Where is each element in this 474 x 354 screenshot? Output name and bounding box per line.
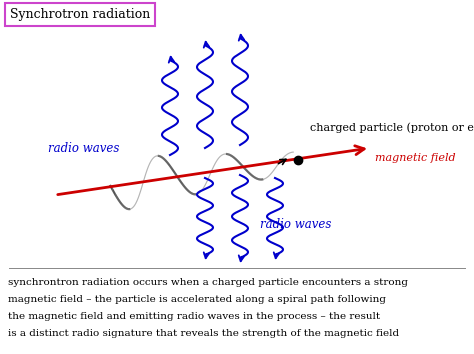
Text: radio waves: radio waves <box>260 218 331 232</box>
Text: radio waves: radio waves <box>48 142 119 154</box>
Text: the magnetic field and emitting radio waves in the process – the result: the magnetic field and emitting radio wa… <box>8 312 380 321</box>
Text: charged particle (proton or electron): charged particle (proton or electron) <box>310 123 474 133</box>
Text: magnetic field: magnetic field <box>375 153 456 163</box>
Text: synchrontron radiation occurs when a charged particle encounters a strong: synchrontron radiation occurs when a cha… <box>8 278 408 287</box>
Text: magnetic field – the particle is accelerated along a spiral path following: magnetic field – the particle is acceler… <box>8 295 386 304</box>
Text: is a distinct radio signature that reveals the strength of the magnetic field: is a distinct radio signature that revea… <box>8 329 399 338</box>
Text: Synchrotron radiation: Synchrotron radiation <box>10 8 150 21</box>
